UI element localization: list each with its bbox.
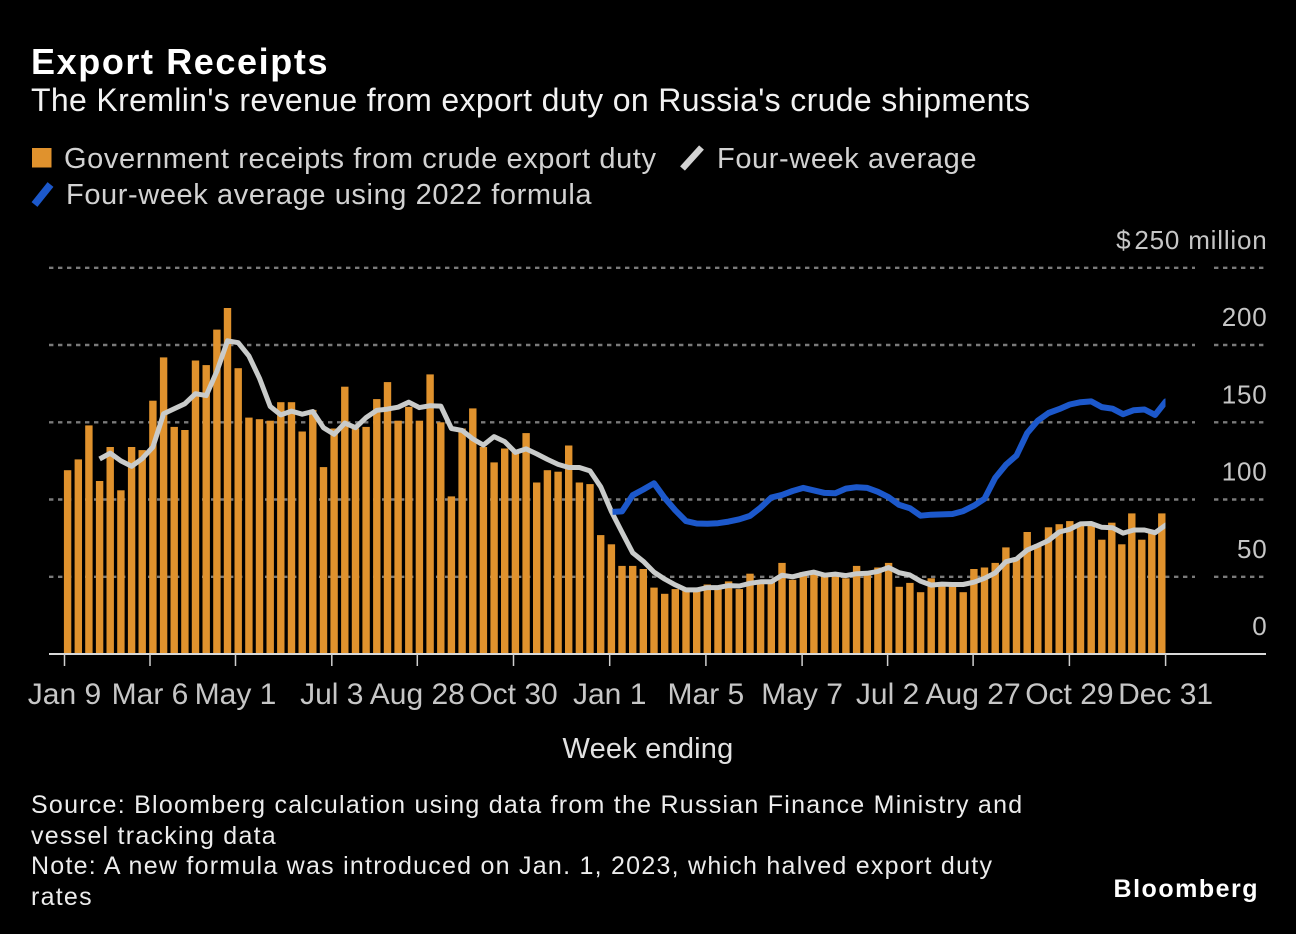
svg-text:Week ending: Week ending [563, 733, 734, 765]
svg-text:Jul 3: Jul 3 [300, 678, 363, 711]
svg-text:Jan 9: Jan 9 [28, 678, 101, 711]
svg-text:Jan 1: Jan 1 [573, 678, 646, 711]
svg-text:100: 100 [1222, 457, 1268, 487]
svg-text:Jul 2: Jul 2 [856, 678, 919, 711]
svg-text:Bloomberg: Bloomberg [1114, 875, 1259, 903]
svg-text:The Kremlin's revenue from exp: The Kremlin's revenue from export duty o… [31, 82, 1030, 118]
svg-text:50: 50 [1237, 534, 1268, 564]
svg-text:Government receipts from crude: Government receipts from crude export du… [64, 143, 657, 175]
svg-text:Oct 30: Oct 30 [469, 678, 557, 711]
svg-text:150: 150 [1222, 379, 1268, 409]
svg-text:Note: A new formula was introd: Note: A new formula was introduced on Ja… [31, 852, 993, 880]
svg-text:Four-week average: Four-week average [717, 143, 977, 175]
svg-text:Aug 28: Aug 28 [370, 678, 465, 711]
svg-text:$ 250 million: $ 250 million [1116, 225, 1267, 255]
svg-text:May 1: May 1 [195, 678, 277, 711]
svg-text:rates: rates [31, 883, 93, 911]
svg-text:Aug 27: Aug 27 [926, 678, 1021, 711]
svg-text:vessel tracking data: vessel tracking data [31, 822, 277, 850]
svg-text:Oct 29: Oct 29 [1025, 678, 1113, 711]
svg-text:Dec 31: Dec 31 [1118, 678, 1213, 711]
svg-text:0: 0 [1252, 611, 1267, 641]
svg-text:Mar 5: Mar 5 [668, 678, 745, 711]
svg-text:Source: Bloomberg calculation: Source: Bloomberg calculation using data… [31, 791, 1023, 819]
svg-text:May 7: May 7 [761, 678, 843, 711]
svg-text:200: 200 [1222, 302, 1268, 332]
svg-text:Export Receipts: Export Receipts [31, 41, 329, 82]
svg-text:Mar 6: Mar 6 [112, 678, 189, 711]
svg-text:Four-week average using 2022 f: Four-week average using 2022 formula [66, 179, 592, 211]
